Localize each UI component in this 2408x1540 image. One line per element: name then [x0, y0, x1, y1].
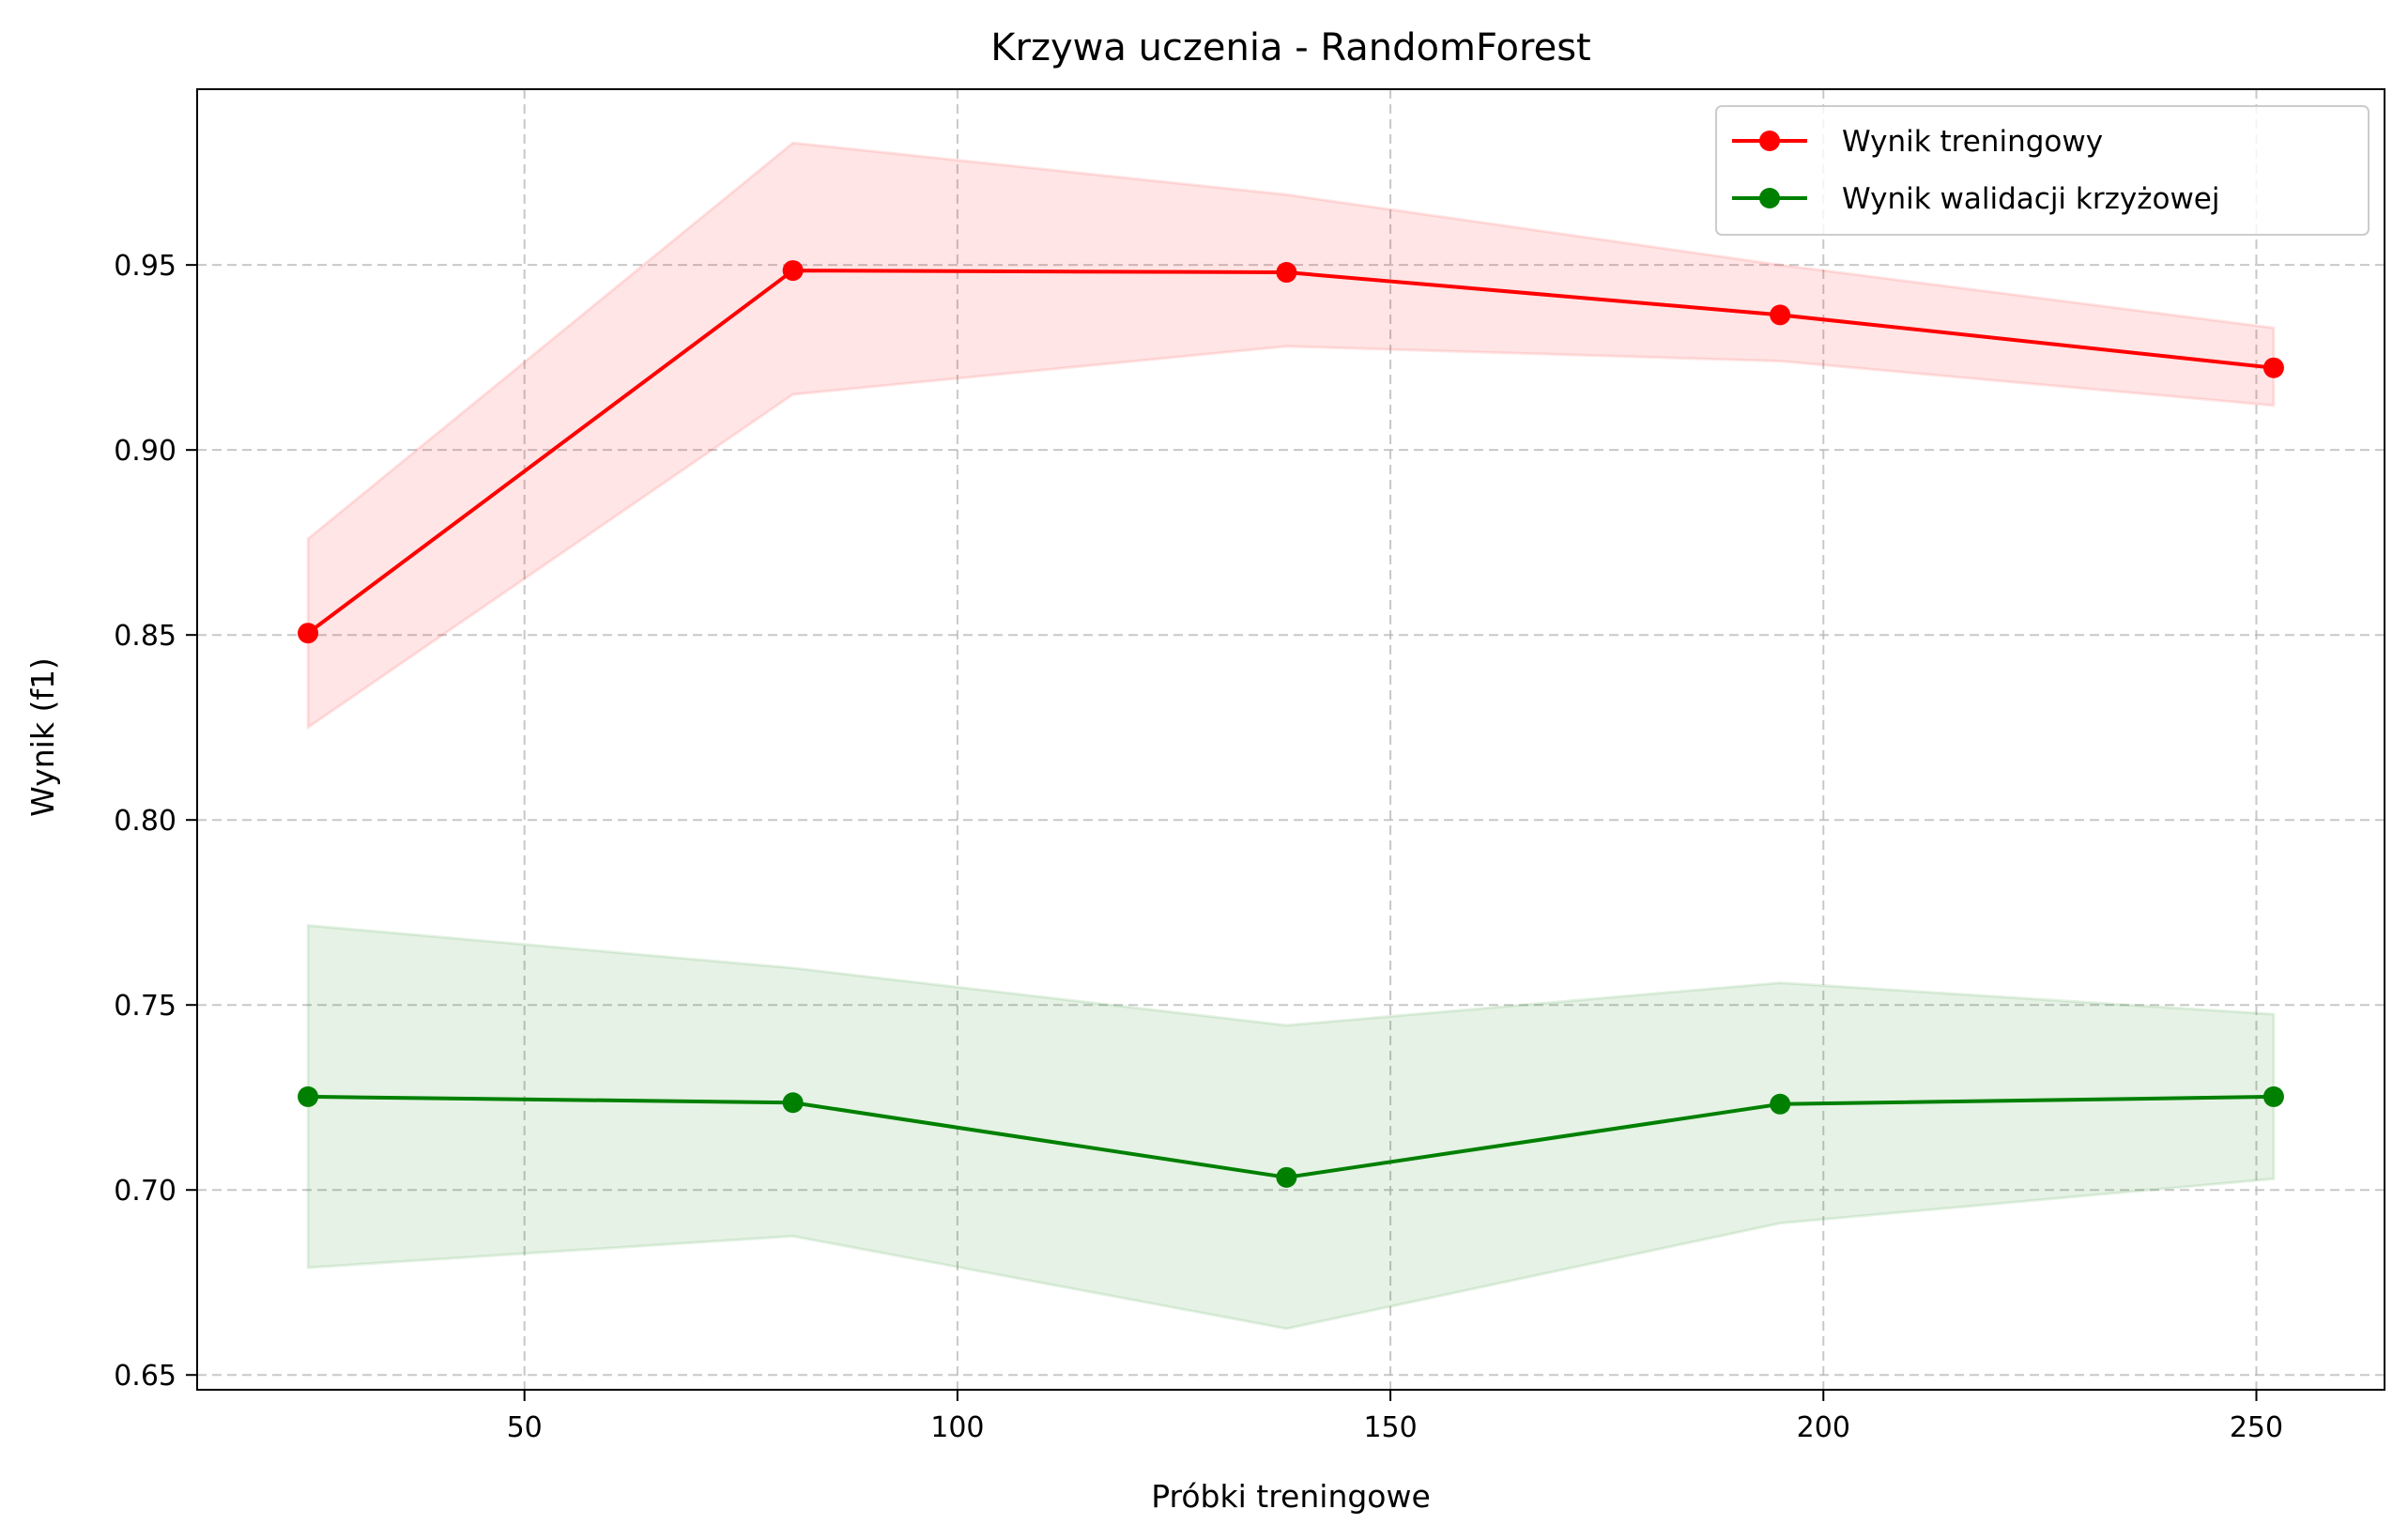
y-tick-label: 0.90 [114, 435, 176, 468]
validation-data-point [2262, 1086, 2284, 1107]
training-data-point [1770, 304, 1791, 326]
axis-ticks: 50 100 150 200 250 0.65 0.70 0.75 0.80 0.85 0.90 0.… [114, 250, 2283, 1444]
validation-data-point [782, 1092, 804, 1114]
x-axis-label: Próbki treningowe [1151, 1478, 1431, 1515]
y-tick-label: 0.85 [114, 620, 176, 653]
training-data-point [2262, 357, 2284, 378]
y-tick-label: 0.95 [114, 250, 176, 283]
legend: Wynik treningowy Wynik walidacji krzyżow… [1715, 105, 2370, 236]
training-data-point [782, 260, 804, 282]
validation-confidence-band [306, 923, 2276, 1331]
legend-marker-validation [1759, 188, 1780, 208]
plot-frame [196, 88, 2385, 1391]
validation-data-point [1770, 1093, 1791, 1115]
legend-box [1715, 105, 2370, 236]
y-tick-label: 0.65 [114, 1360, 176, 1393]
legend-label-validation: Wynik walidacji krzyżowej [1842, 182, 2220, 216]
training-confidence-band [306, 141, 2276, 731]
series-markers [298, 260, 2284, 1188]
y-tick-label: 0.80 [114, 805, 176, 838]
chart-title: Krzywa uczenia - RandomForest [990, 26, 1590, 69]
x-tick-label: 100 [930, 1411, 984, 1444]
confidence-bands [306, 141, 2276, 1331]
y-axis-label: Wynik (f1) [24, 657, 61, 817]
validation-data-point [1276, 1166, 1297, 1188]
x-tick-label: 50 [507, 1411, 543, 1444]
training-data-point [298, 623, 319, 644]
validation-data-point [298, 1086, 319, 1107]
y-tick-label: 0.70 [114, 1175, 176, 1208]
x-tick-label: 250 [2230, 1411, 2283, 1444]
x-tick-label: 200 [1797, 1411, 1850, 1444]
legend-marker-training [1759, 131, 1780, 151]
y-tick-label: 0.75 [114, 990, 176, 1023]
grid-lines [197, 89, 2385, 1390]
x-tick-label: 150 [1363, 1411, 1417, 1444]
training-data-point [1276, 262, 1297, 284]
legend-label-training: Wynik treningowy [1842, 125, 2103, 159]
